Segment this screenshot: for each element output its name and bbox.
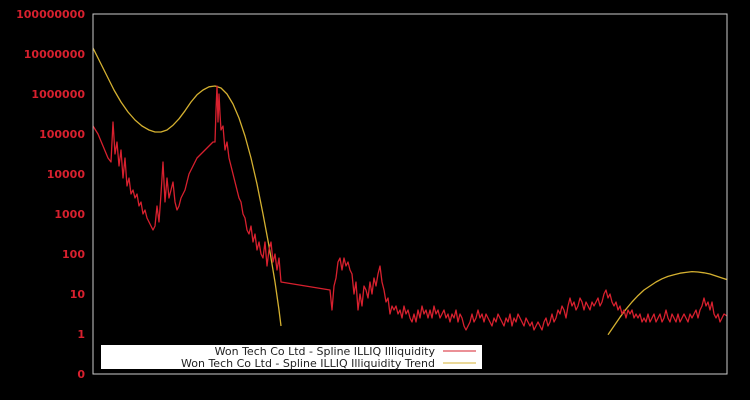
legend-box	[101, 345, 482, 369]
y-tick-label: 100000	[39, 128, 85, 141]
series-layer	[93, 47, 727, 336]
y-tick-label: 10000000	[24, 48, 86, 61]
y-tick-label: 1	[77, 328, 85, 341]
illiquidity-line	[93, 85, 727, 331]
trend-line-left	[93, 47, 282, 327]
y-tick-label: 10000	[47, 168, 86, 181]
legend-label-illiq: Won Tech Co Ltd - Spline ILLIQ Illiquidi…	[215, 345, 436, 358]
y-tick-label: 100	[62, 248, 85, 261]
legend: Won Tech Co Ltd - Spline ILLIQ Illiquidi…	[101, 345, 482, 370]
y-axis-ticks: 0 1 10 100 1000 10000 100000 1000000 10000000 100…	[16, 8, 85, 381]
y-tick-label: 100000000	[16, 8, 85, 21]
y-tick-label: 0	[77, 368, 85, 381]
y-tick-label: 1000000	[31, 88, 85, 101]
y-tick-label: 1000	[54, 208, 85, 221]
legend-label-trend: Won Tech Co Ltd - Spline ILLIQ Illiquidi…	[181, 357, 435, 370]
y-tick-label: 10	[70, 288, 86, 301]
trend-line-right	[607, 270, 727, 336]
plot-frame	[92, 13, 728, 375]
